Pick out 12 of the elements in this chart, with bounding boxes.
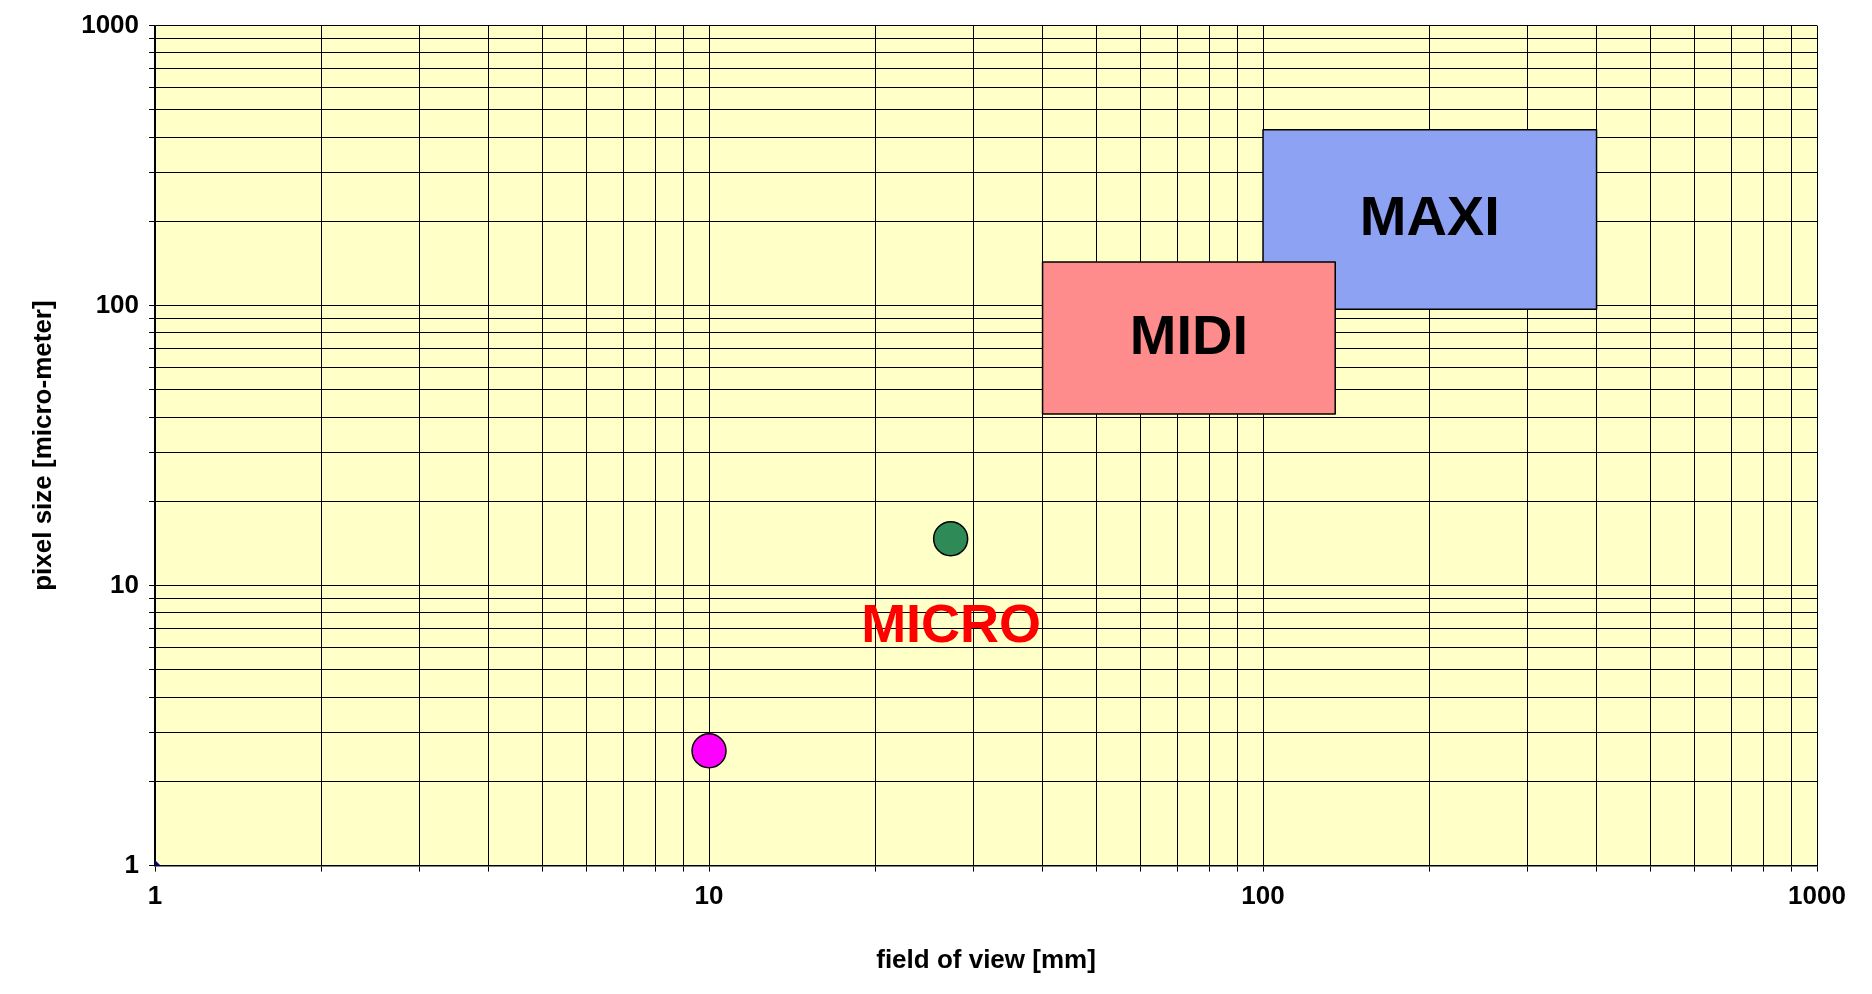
x-tick-label: 1000	[1788, 880, 1846, 911]
y-tick-label: 10	[110, 568, 140, 599]
y-axis-title: pixel size [micro-meter]	[26, 300, 57, 591]
series-label: MIDI	[1129, 302, 1248, 366]
x-axis-title: field of view [mm]	[876, 943, 1096, 974]
y-tick-label: 1	[124, 848, 140, 879]
y-tick-label: 1000	[81, 8, 140, 39]
x-tick-label: 100	[1241, 880, 1285, 911]
y-tick-label: 100	[95, 288, 140, 319]
x-tick-label: 1	[147, 880, 163, 911]
x-tick-label: 10	[694, 880, 724, 911]
series-label: MAXI	[1359, 183, 1500, 247]
